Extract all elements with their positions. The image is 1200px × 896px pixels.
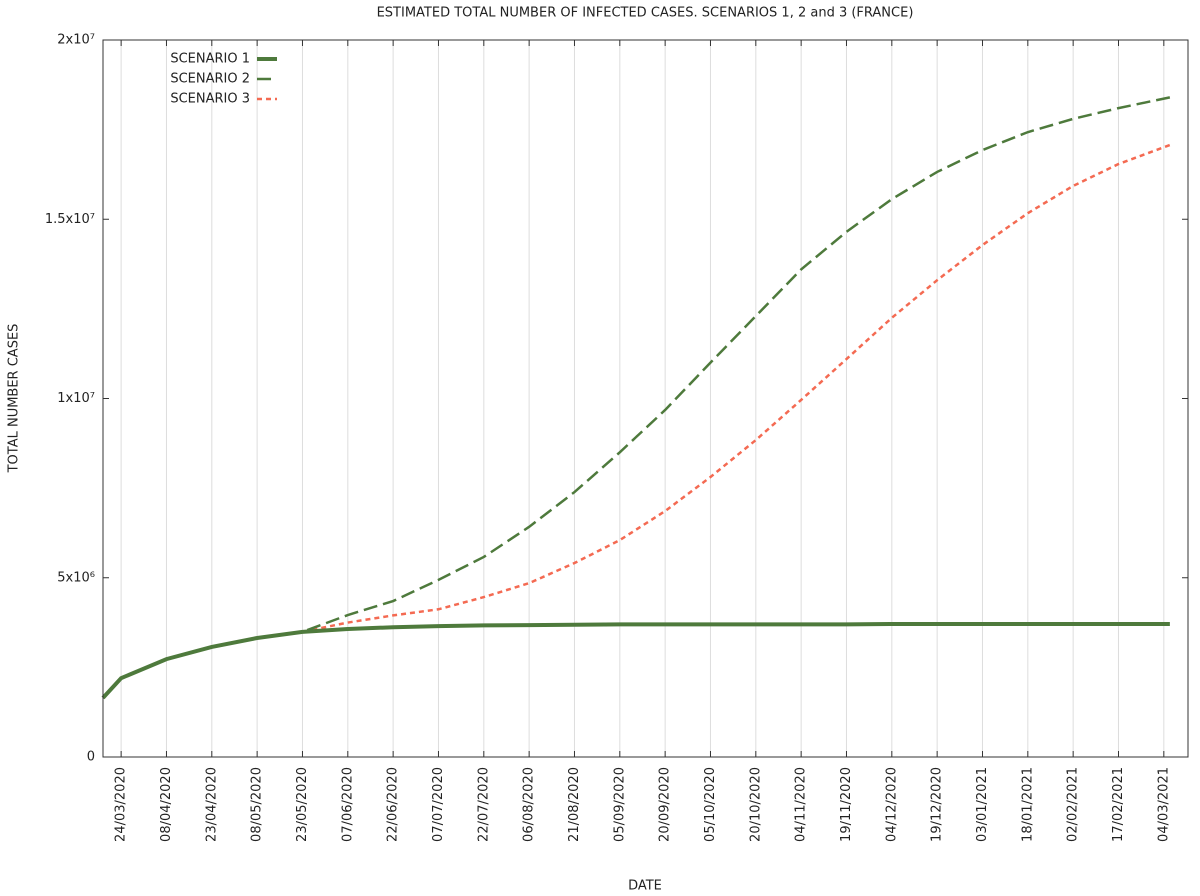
x-tick-label: 20/10/2020 <box>748 767 763 842</box>
x-tick-label: 22/06/2020 <box>386 767 401 842</box>
x-axis-label: DATE <box>628 879 662 894</box>
grid <box>120 40 1165 757</box>
series-line <box>102 96 1171 699</box>
x-tick-label: 07/06/2020 <box>340 767 355 842</box>
x-tick-label: 23/04/2020 <box>204 767 219 842</box>
x-tick-label: 07/07/2020 <box>431 767 446 842</box>
x-tick-label: 23/05/2020 <box>295 767 310 842</box>
x-tick-label: 04/12/2020 <box>884 767 899 842</box>
x-tick-label: 05/10/2020 <box>703 767 718 842</box>
x-tick-label: 18/01/2021 <box>1020 767 1035 842</box>
plot-frame <box>102 39 1189 758</box>
series-line <box>101 622 1170 700</box>
x-tick-label: 04/11/2020 <box>794 767 809 842</box>
y-tick-label: 1.5x10⁷ <box>45 212 95 227</box>
x-tick-label: 24/03/2020 <box>114 767 129 842</box>
x-tick-label: 04/03/2021 <box>1156 767 1171 842</box>
x-tick-label: 19/12/2020 <box>930 767 945 842</box>
series-line <box>102 143 1171 699</box>
x-tick-label: 20/09/2020 <box>658 767 673 842</box>
x-tick-label: 22/07/2020 <box>476 767 491 842</box>
y-tick-label: 0 <box>87 750 95 765</box>
y-tick-label: 2x10⁷ <box>57 33 95 48</box>
y-tick-label: 1x10⁷ <box>57 391 95 406</box>
y-tick-label: 5x10⁶ <box>57 570 95 585</box>
x-tick-label: 02/02/2021 <box>1066 767 1081 842</box>
x-tick-label: 19/11/2020 <box>839 767 854 842</box>
x-tick-label: 06/08/2020 <box>522 767 537 842</box>
legend-label: SCENARIO 2 <box>170 72 250 87</box>
chart-title: ESTIMATED TOTAL NUMBER OF INFECTED CASES… <box>377 6 914 21</box>
x-tick-label: 03/01/2021 <box>975 767 990 842</box>
y-axis-label: TOTAL NUMBER CASES <box>7 324 22 474</box>
x-tick-label: 08/04/2020 <box>159 767 174 842</box>
x-tick-label: 17/02/2021 <box>1111 767 1126 842</box>
legend-label: SCENARIO 1 <box>170 52 250 67</box>
legend-label: SCENARIO 3 <box>170 92 250 107</box>
plot-lines <box>101 96 1171 700</box>
x-tick-label: 08/05/2020 <box>250 767 265 842</box>
legend: SCENARIO 1 SCENARIO 2 SCENARIO 3 <box>170 52 277 107</box>
x-tick-label: 05/09/2020 <box>612 767 627 842</box>
axes: 24/03/2020 08/04/2020 23/04/2020 08/05/2020… <box>45 33 1188 842</box>
x-tick-label: 21/08/2020 <box>567 767 582 842</box>
